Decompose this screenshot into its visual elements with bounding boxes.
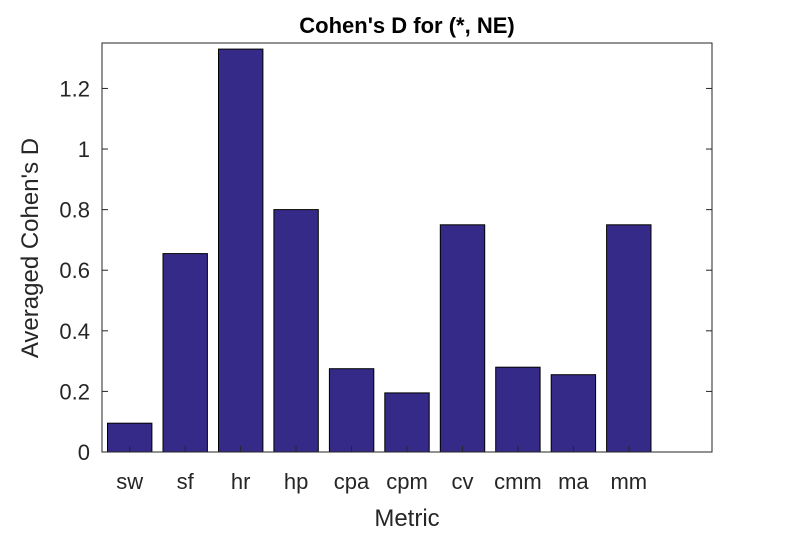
bar-hr (218, 48, 264, 453)
x-tick-label: hr (231, 469, 251, 494)
x-tick-label: sw (116, 469, 143, 494)
bar-cpa (328, 368, 375, 453)
x-axis-label: Metric (374, 505, 439, 532)
x-tick-label: ma (558, 469, 589, 494)
y-tick-label: 1 (78, 137, 90, 162)
y-tick-label: 0.4 (59, 319, 90, 344)
bar-mm (606, 224, 652, 453)
x-tick-label: cmm (494, 469, 542, 494)
y-tick-label: 0.6 (59, 258, 90, 283)
plot-frame (101, 42, 713, 453)
x-tick-label: cv (451, 469, 473, 494)
x-tick-label: mm (610, 469, 647, 494)
y-axis-ticks: 0 0.2 0.4 0.6 0.8 1 1.2 (59, 76, 712, 465)
y-axis-label: Averaged Cohen's D (17, 138, 44, 358)
y-tick-label: 0 (78, 440, 90, 465)
y-tick-label: 1.2 (59, 76, 90, 101)
bars-group (107, 48, 652, 453)
x-axis-ticks: sw sf hr hp cpa cpm cv cmm ma mm (116, 446, 647, 494)
bar-cv (439, 224, 486, 453)
x-tick-label: cpm (386, 469, 428, 494)
bar-cmm (495, 366, 541, 453)
bar-ma (550, 374, 597, 453)
y-tick-label: 0.8 (59, 198, 90, 223)
y-tick-label: 0.2 (59, 379, 90, 404)
chart-title: Cohen's D for (*, NE) (299, 13, 514, 38)
x-tick-label: sf (177, 469, 195, 494)
x-tick-label: hp (284, 469, 308, 494)
x-tick-label: cpa (334, 469, 370, 494)
bar-hp (273, 209, 319, 453)
bar-sf (162, 253, 208, 453)
bar-cpm (384, 392, 430, 453)
